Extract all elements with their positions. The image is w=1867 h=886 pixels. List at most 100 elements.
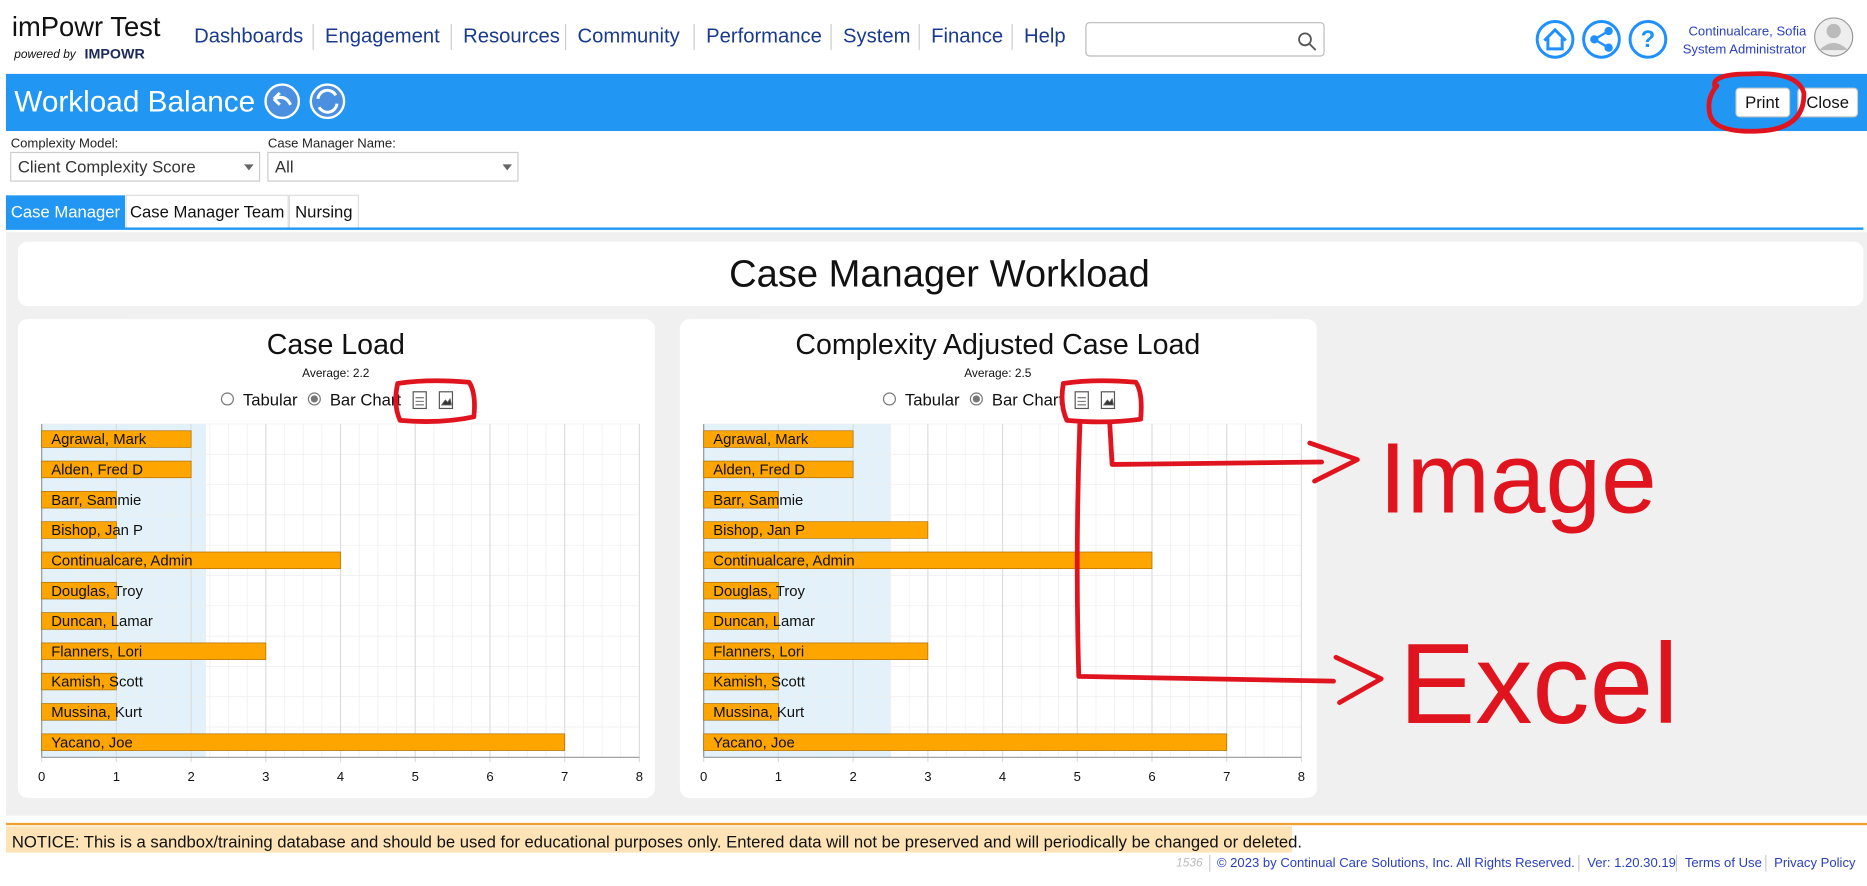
- nav: Dashboards Engagement Resources Community Pe…: [194, 23, 1066, 51]
- bar-label: Mussina, Kurt: [51, 705, 143, 721]
- radio-label: Bar Chart: [992, 391, 1064, 410]
- nav-item[interactable]: Engagement: [325, 25, 440, 47]
- x-tick-label: 8: [636, 769, 643, 784]
- nav-item[interactable]: Resources: [463, 25, 560, 47]
- charts: Case Load Average: 2.2 Tabular Bar Chart 0 1 2…: [17, 319, 1317, 798]
- bar[interactable]: [41, 521, 117, 539]
- bar-label: Bishop, Jan P: [51, 523, 143, 539]
- panel-header: [17, 241, 1864, 307]
- app-title: imPowr Test: [12, 11, 161, 42]
- build-number: 1536: [1176, 855, 1203, 869]
- bar[interactable]: [41, 551, 341, 570]
- bar[interactable]: [703, 581, 779, 600]
- tab-label: Case Manager: [11, 203, 121, 222]
- filter-select[interactable]: [10, 151, 261, 182]
- tab-label: Nursing: [295, 203, 352, 222]
- bar[interactable]: [703, 521, 929, 539]
- bar[interactable]: [41, 672, 117, 691]
- chart-title: Case Load: [267, 329, 405, 361]
- x-tick-label: 4: [337, 769, 344, 784]
- radio-dot: [972, 395, 980, 403]
- print-button[interactable]: [1735, 87, 1791, 118]
- bar-label: Kamish, Scott: [51, 675, 144, 691]
- bar-label: Bishop, Jan P: [713, 523, 805, 539]
- nav-item[interactable]: Performance: [706, 25, 822, 47]
- help-glyph: ?: [1641, 26, 1656, 53]
- bar[interactable]: [41, 642, 267, 660]
- nav-item[interactable]: Finance: [931, 25, 1003, 47]
- notice-bar: [5, 826, 1292, 853]
- excel-export-icon[interactable]: [412, 391, 427, 410]
- radio-label: Bar Chart: [330, 391, 402, 410]
- bar[interactable]: [41, 491, 117, 509]
- x-tick-label: 7: [561, 769, 568, 784]
- bar[interactable]: [703, 430, 854, 448]
- user-role: System Administrator: [1683, 42, 1807, 57]
- close-button[interactable]: [1797, 87, 1859, 118]
- tab[interactable]: [288, 194, 359, 230]
- nav-item[interactable]: Help: [1024, 25, 1066, 47]
- filter-select[interactable]: [267, 151, 519, 182]
- icon-circle: [1059, 378, 1144, 425]
- x-tick-label: 8: [1298, 769, 1305, 784]
- bar-label: Alden, Fred D: [713, 463, 805, 479]
- tab[interactable]: [125, 194, 289, 230]
- nav-item[interactable]: Community: [577, 25, 680, 47]
- help-icon[interactable]: [1628, 20, 1668, 59]
- share-icon[interactable]: [1582, 20, 1621, 59]
- x-tick-label: 2: [849, 769, 856, 784]
- search-icon[interactable]: [1298, 32, 1312, 47]
- bar-label: Douglas, Troy: [713, 584, 805, 600]
- footer-link[interactable]: Terms of Use: [1685, 855, 1762, 870]
- excel-export-icon[interactable]: [1074, 391, 1089, 410]
- bar[interactable]: [703, 703, 779, 721]
- nav-item[interactable]: Dashboards: [194, 25, 303, 47]
- chart-average: Average: 2.2: [302, 366, 370, 380]
- footer-link[interactable]: Privacy Policy: [1774, 855, 1856, 870]
- powered-by: powered by: [13, 47, 77, 61]
- bar[interactable]: [41, 612, 117, 630]
- bar-label: Alden, Fred D: [51, 463, 143, 479]
- radio[interactable]: [882, 392, 896, 406]
- tab-active[interactable]: [5, 195, 126, 229]
- bar[interactable]: [703, 460, 854, 479]
- icon-glyph: [440, 397, 452, 406]
- bar[interactable]: [41, 430, 192, 448]
- bar[interactable]: [41, 733, 566, 751]
- icon-glyph: [415, 397, 424, 406]
- back-glyph: [272, 91, 292, 106]
- bar[interactable]: [41, 703, 117, 721]
- refresh-glyph: [316, 88, 339, 114]
- filter-label: Case Manager Name:: [268, 136, 396, 151]
- x-tick-label: 0: [700, 769, 707, 784]
- radio[interactable]: [220, 392, 234, 406]
- radio-dot: [310, 395, 318, 403]
- bar[interactable]: [703, 642, 929, 660]
- x-tick-label: 1: [113, 769, 120, 784]
- x-tick-label: 5: [412, 769, 419, 784]
- back-button[interactable]: [264, 83, 301, 120]
- bar[interactable]: [703, 672, 779, 691]
- avatar-body: [1819, 42, 1848, 51]
- dropdown-arrow: [244, 164, 254, 171]
- nav-item[interactable]: System: [843, 25, 910, 47]
- bar[interactable]: [41, 460, 192, 479]
- home-glyph: [1543, 27, 1567, 51]
- bar[interactable]: [41, 581, 117, 600]
- x-tick-label: 0: [38, 769, 45, 784]
- bar-label: Kamish, Scott: [713, 675, 806, 691]
- search-box[interactable]: [1085, 22, 1325, 57]
- bar[interactable]: [703, 491, 779, 509]
- user-name[interactable]: Continualcare, Sofia: [1688, 24, 1807, 39]
- bar[interactable]: [703, 733, 1228, 751]
- tab-label: Case Manager Team: [130, 203, 284, 222]
- home-icon[interactable]: [1535, 20, 1575, 59]
- close-label: Close: [1806, 93, 1849, 112]
- bar[interactable]: [703, 551, 1153, 570]
- bar-label: Duncan, Lamar: [713, 614, 815, 630]
- bar[interactable]: [703, 612, 779, 630]
- bar-label: Duncan, Lamar: [51, 614, 153, 630]
- x-tick-label: 4: [999, 769, 1006, 784]
- avatar-head: [1826, 23, 1841, 39]
